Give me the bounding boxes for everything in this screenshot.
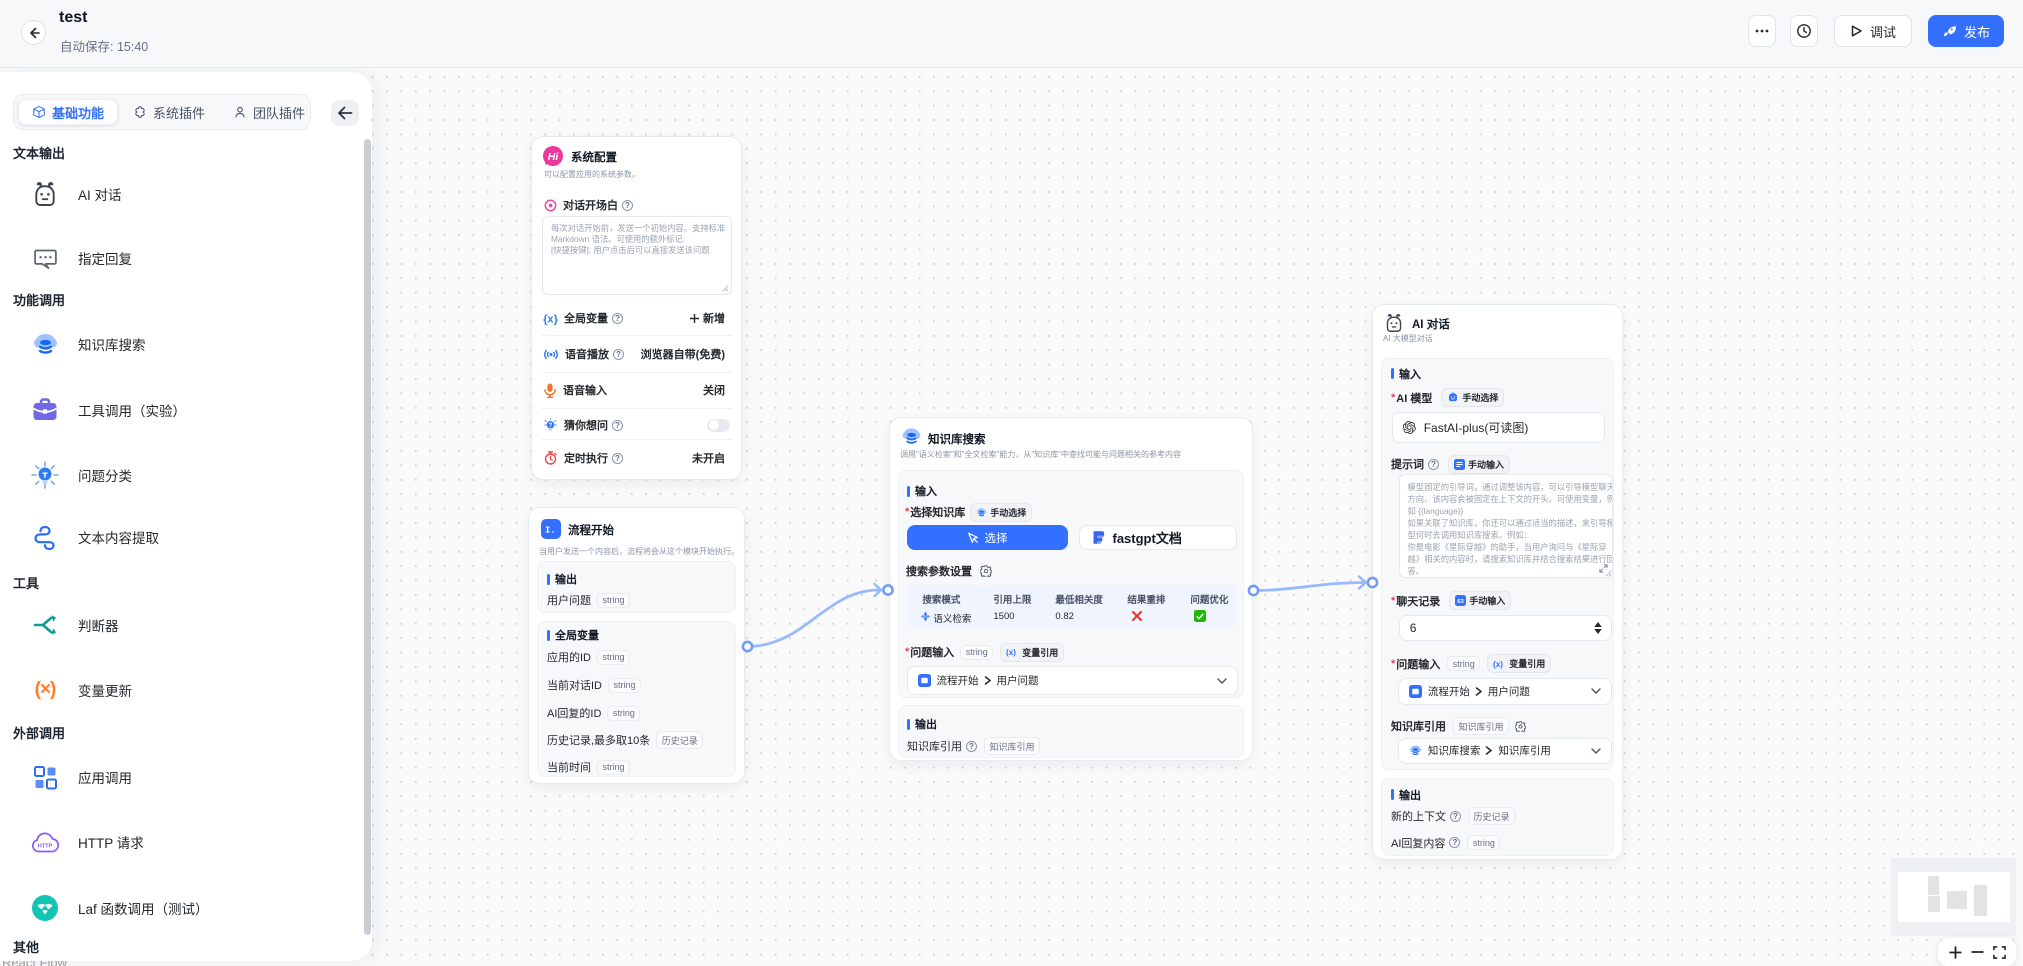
svg-text:63: 63 [1458, 599, 1465, 605]
svg-text:{x}: {x} [543, 313, 558, 324]
svg-text:(x): (x) [1493, 660, 1503, 669]
svg-text:I..: I.. [545, 526, 557, 535]
svg-text:Hi: Hi [548, 151, 560, 163]
svg-text:(x): (x) [1006, 648, 1016, 657]
svg-text:?: ? [549, 422, 553, 428]
svg-text:HTTP: HTTP [38, 843, 53, 849]
